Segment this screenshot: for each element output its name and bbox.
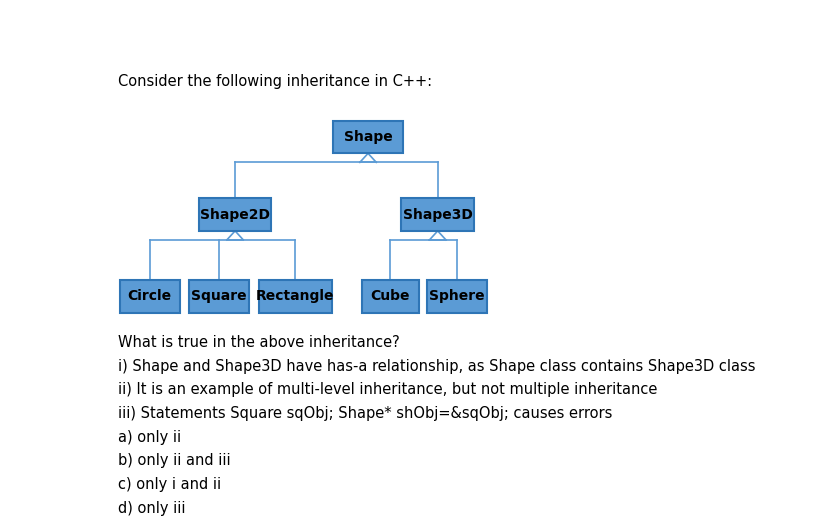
Text: i) Shape and Shape3D have has-a relationship, as Shape class contains Shape3D cl: i) Shape and Shape3D have has-a relation… xyxy=(118,359,756,374)
Text: What is true in the above inheritance?: What is true in the above inheritance? xyxy=(118,335,400,350)
Text: d) only iii: d) only iii xyxy=(118,501,185,516)
FancyBboxPatch shape xyxy=(259,280,332,313)
Text: b) only ii and iii: b) only ii and iii xyxy=(118,453,230,469)
Text: Cube: Cube xyxy=(370,289,410,303)
Text: Shape3D: Shape3D xyxy=(403,208,473,222)
Text: ii) It is an example of multi-level inheritance, but not multiple inheritance: ii) It is an example of multi-level inhe… xyxy=(118,382,658,398)
Text: c) only i and ii: c) only i and ii xyxy=(118,477,221,492)
Text: Square: Square xyxy=(191,289,247,303)
Text: Rectangle: Rectangle xyxy=(256,289,334,303)
Text: iii) Statements Square sqObj; Shape* shObj=&sqObj; causes errors: iii) Statements Square sqObj; Shape* shO… xyxy=(118,406,612,421)
Text: Sphere: Sphere xyxy=(429,289,484,303)
FancyBboxPatch shape xyxy=(362,280,418,313)
Text: Circle: Circle xyxy=(127,289,172,303)
Text: a) only ii: a) only ii xyxy=(118,430,181,445)
Text: Shape2D: Shape2D xyxy=(200,208,270,222)
FancyBboxPatch shape xyxy=(199,198,271,231)
FancyBboxPatch shape xyxy=(190,280,249,313)
FancyBboxPatch shape xyxy=(401,198,474,231)
Text: Shape: Shape xyxy=(344,130,392,144)
FancyBboxPatch shape xyxy=(333,121,403,153)
FancyBboxPatch shape xyxy=(426,280,487,313)
FancyBboxPatch shape xyxy=(119,280,180,313)
Text: Consider the following inheritance in C++:: Consider the following inheritance in C+… xyxy=(118,74,432,89)
